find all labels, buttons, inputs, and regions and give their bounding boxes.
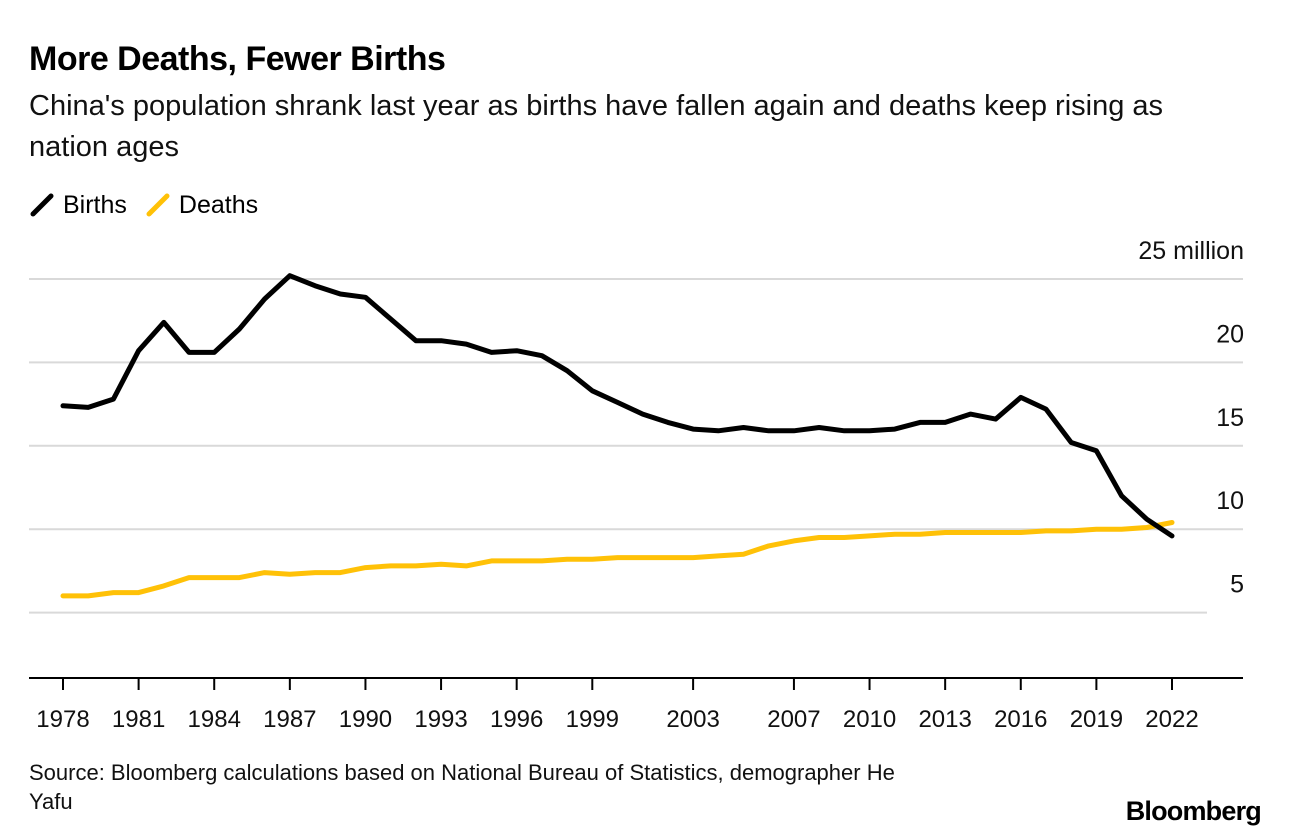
x-tick-label-1981: 1981 xyxy=(112,706,165,733)
line-chart: 5 10 15 20 25 million 1978 1981 1984 1987 1990 199… xyxy=(29,237,1244,733)
x-tick-label-1993: 1993 xyxy=(414,706,467,733)
source-note: Source: Bloomberg calculations based on … xyxy=(29,760,895,814)
chart-title: More Deaths, Fewer Births xyxy=(29,40,446,78)
legend-label-births: Births xyxy=(63,190,127,219)
chart-subtitle: China's population shrank last year as b… xyxy=(29,90,1164,163)
x-tick-label-2010: 2010 xyxy=(843,706,896,733)
legend-label-deaths: Deaths xyxy=(178,190,259,219)
series-line-deaths xyxy=(60,520,1175,599)
y-tick-label-5: 5 xyxy=(1230,571,1244,599)
x-tick-label-2016: 2016 xyxy=(994,706,1047,733)
x-tick-label-1978: 1978 xyxy=(36,706,89,733)
series-line-births xyxy=(60,273,1175,539)
x-tick-label-1984: 1984 xyxy=(188,706,241,733)
x-tick-label-1999: 1999 xyxy=(566,706,619,733)
x-tick-label-1987: 1987 xyxy=(263,706,316,733)
y-tick-label-20: 20 xyxy=(1216,320,1244,348)
births-line-swatch-icon xyxy=(29,192,55,218)
legend-item-births: Births xyxy=(29,191,127,220)
x-tick-label-2019: 2019 xyxy=(1070,706,1123,733)
x-tick-label-1996: 1996 xyxy=(490,706,543,733)
bloomberg-logo: Bloomberg xyxy=(1125,796,1262,826)
x-tick-label-2003: 2003 xyxy=(666,706,719,733)
x-tick-label-1990: 1990 xyxy=(339,706,392,733)
legend: Births Deaths xyxy=(29,188,276,222)
y-tick-label-15: 15 xyxy=(1216,404,1244,432)
x-tick-label-2007: 2007 xyxy=(767,706,820,733)
y-tick-label-10: 10 xyxy=(1216,487,1244,515)
legend-item-deaths: Deaths xyxy=(145,191,258,220)
x-tick-label-2013: 2013 xyxy=(918,706,971,733)
y-unit-label: 25 million xyxy=(1138,237,1244,265)
deaths-line-swatch-icon xyxy=(145,192,171,218)
x-tick-label-2022: 2022 xyxy=(1145,706,1198,733)
